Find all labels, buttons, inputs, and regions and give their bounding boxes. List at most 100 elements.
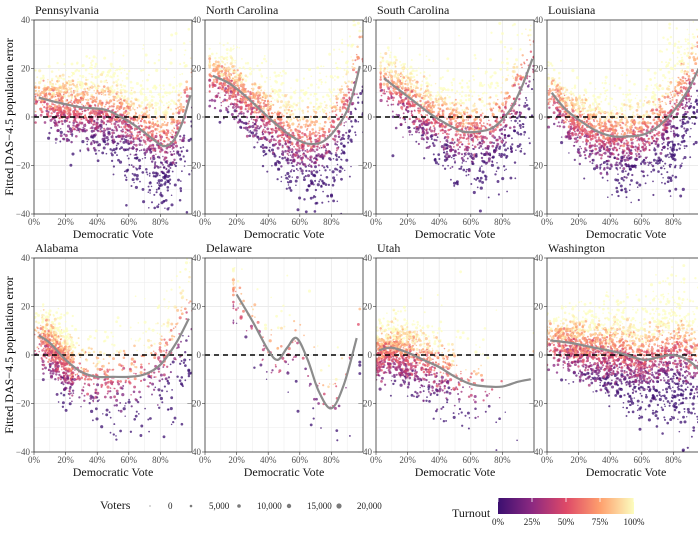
point [520, 147, 523, 150]
point [340, 177, 343, 181]
point [514, 111, 518, 114]
point [277, 134, 281, 138]
point [336, 146, 340, 150]
point [130, 97, 133, 100]
point [318, 169, 321, 172]
point [333, 48, 336, 51]
point [338, 132, 341, 135]
point [165, 128, 168, 131]
point [434, 128, 436, 131]
point [138, 149, 141, 152]
point [89, 127, 92, 129]
point [493, 142, 495, 144]
point [117, 119, 121, 123]
point [459, 123, 462, 126]
point [154, 101, 158, 105]
point [117, 124, 120, 127]
point [174, 224, 176, 226]
point [467, 119, 469, 121]
point [249, 72, 253, 76]
point [109, 75, 112, 78]
point [110, 116, 114, 120]
point [322, 182, 325, 185]
point [277, 95, 281, 98]
point [119, 83, 123, 87]
point [274, 111, 276, 114]
point [379, 76, 382, 79]
point [309, 137, 312, 140]
point [515, 116, 519, 120]
point [242, 90, 246, 94]
point [431, 95, 434, 97]
point [487, 152, 492, 156]
point [56, 129, 60, 133]
point [391, 92, 394, 95]
point [310, 170, 313, 174]
point [308, 134, 312, 138]
point [315, 201, 319, 205]
point [346, 43, 350, 47]
point [383, 92, 386, 95]
point [117, 158, 120, 162]
point [112, 165, 116, 168]
point [293, 116, 296, 119]
x-axis-label: Democratic Vote [73, 227, 154, 241]
point [250, 110, 254, 114]
point [59, 107, 62, 110]
point [64, 89, 67, 92]
point [287, 181, 290, 184]
point [112, 95, 115, 98]
point [266, 105, 269, 108]
point [279, 106, 283, 109]
point [356, 55, 359, 59]
point [244, 79, 248, 82]
point [50, 96, 54, 99]
point [350, 80, 354, 84]
point [473, 124, 476, 127]
point [210, 98, 214, 102]
point [432, 124, 435, 128]
point [289, 170, 293, 173]
point [479, 113, 483, 117]
point [152, 122, 154, 124]
point [60, 110, 63, 113]
point [226, 52, 229, 55]
point [229, 62, 233, 66]
point [321, 164, 324, 167]
point [258, 91, 262, 95]
point [254, 118, 258, 122]
point [434, 161, 438, 165]
point [140, 101, 144, 105]
point [324, 109, 327, 112]
point [161, 143, 164, 145]
point [253, 110, 257, 114]
point [236, 121, 240, 124]
point [163, 121, 166, 123]
point [420, 134, 423, 137]
point [405, 106, 409, 109]
point [85, 76, 87, 79]
point [118, 147, 121, 150]
point [247, 90, 250, 93]
point [504, 103, 507, 107]
point [208, 91, 211, 93]
point [149, 94, 151, 96]
point [148, 109, 151, 111]
point [292, 152, 295, 155]
point [90, 122, 93, 125]
point [345, 158, 349, 162]
point [450, 81, 453, 84]
point [162, 200, 166, 203]
point [457, 141, 461, 144]
point [429, 93, 432, 97]
point [473, 155, 476, 158]
point [152, 171, 155, 175]
point [179, 121, 181, 123]
point [159, 96, 162, 99]
point [465, 137, 468, 141]
point [72, 126, 74, 129]
point [244, 62, 247, 65]
point [284, 174, 287, 177]
point [425, 141, 428, 144]
point [77, 78, 79, 80]
